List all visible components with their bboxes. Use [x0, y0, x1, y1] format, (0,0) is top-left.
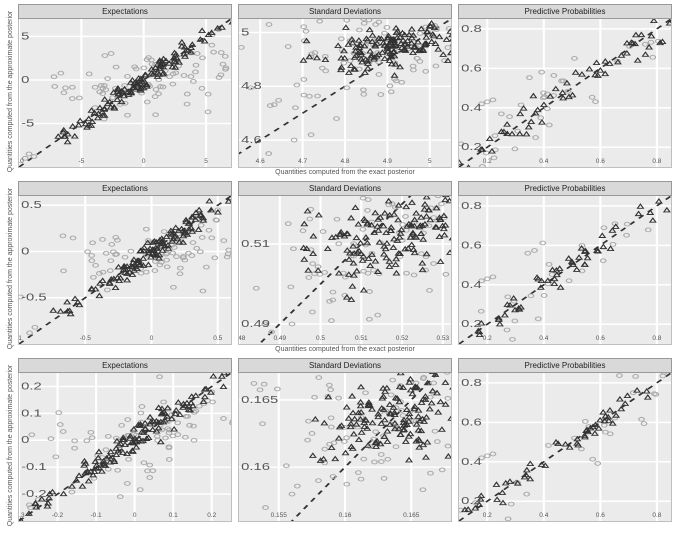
panel-title: Predictive Probabilities	[458, 181, 672, 196]
panel-r0-c2: Predictive Probabilities0.20.40.60.80.20…	[458, 4, 672, 168]
svg-text:0.4: 0.4	[461, 101, 482, 113]
panel-title: Standard Deviations	[238, 181, 452, 196]
scatter-plot: 0.49 0.51	[239, 196, 451, 344]
plot-area: 0.160.1650.1550.160.165	[238, 373, 452, 522]
panel-r0-c1: Standard Deviations4.64.854.64.74.84.95	[238, 4, 452, 168]
plot-area: 4.64.854.64.74.84.95	[238, 19, 452, 168]
x-axis-label: Quantities computed from the exact poste…	[18, 169, 672, 179]
svg-text:0.8: 0.8	[461, 376, 482, 388]
panel-r2-c1: Standard Deviations0.160.1650.1550.160.1…	[238, 358, 452, 522]
panel-title: Expectations	[18, 358, 232, 373]
y-axis-label: Quantities computed from the approximate…	[8, 188, 15, 349]
x-axis-label: Quantities computed from the exact poste…	[18, 346, 672, 356]
plot-area: -0.2-0.100.10.2-0.3-0.2-0.100.10.2	[18, 373, 232, 522]
panel-title: Predictive Probabilities	[458, 358, 672, 373]
panel-title: Standard Deviations	[238, 4, 452, 19]
chart-row-2: Quantities computed from the approximate…	[4, 358, 672, 533]
svg-text:0.2: 0.2	[21, 380, 42, 392]
svg-text:-0.1: -0.1	[21, 460, 47, 472]
svg-text:-5: -5	[21, 117, 34, 129]
plot-area: -0.500.5-1-0.500.5	[18, 196, 232, 345]
svg-text:4.8: 4.8	[241, 80, 262, 92]
y-axis-label-container: Quantities computed from the approximate…	[4, 181, 18, 356]
svg-text:5: 5	[21, 30, 29, 42]
plot-area: 0.2 0.4 0.6 0.80.2 0.4 0.6 0.8	[458, 373, 672, 522]
panel-title: Predictive Probabilities	[458, 4, 672, 19]
plot-area: -505-10-505	[18, 19, 232, 168]
svg-text:0.16: 0.16	[241, 460, 270, 472]
scatter-plot: 0.2 0.4 0.6 0.8	[459, 196, 671, 344]
panel-r1-c2: Predictive Probabilities0.20.40.60.80.20…	[458, 181, 672, 345]
scatter-plot: 0.16 0.165	[239, 373, 451, 521]
svg-text:4.6: 4.6	[241, 133, 262, 145]
scatter-plot: -5 0 5	[19, 19, 231, 167]
plot-area: 0.2 0.4 0.6 0.80.2 0.4 0.6 0.8	[458, 196, 672, 345]
svg-text:0.2: 0.2	[461, 495, 482, 507]
scatter-plot: 0.2 0.4 0.6 0.8	[459, 373, 671, 521]
figure-grid: Quantities computed from the approximate…	[0, 0, 676, 537]
y-axis-label: Quantities computed from the approximate…	[8, 11, 15, 172]
svg-text:-0.2: -0.2	[21, 487, 47, 499]
y-axis-label: Quantities computed from the approximate…	[8, 365, 15, 526]
svg-text:0.2: 0.2	[461, 318, 482, 330]
panel-title: Standard Deviations	[238, 358, 452, 373]
panel-r0-c0: Expectations-505-10-505	[18, 4, 232, 168]
panel-title: Expectations	[18, 4, 232, 19]
panel-r1-c0: Expectations-0.500.5-1-0.500.5	[18, 181, 232, 345]
panel-title: Expectations	[18, 181, 232, 196]
svg-text:0.5: 0.5	[21, 198, 42, 210]
svg-text:0.6: 0.6	[461, 239, 482, 251]
panel-r2-c0: Expectations-0.2-0.100.10.2-0.3-0.2-0.10…	[18, 358, 232, 522]
svg-text:0.4: 0.4	[461, 278, 482, 290]
svg-text:0.8: 0.8	[461, 199, 482, 211]
svg-text:0: 0	[21, 245, 29, 257]
svg-text:0.51: 0.51	[241, 237, 270, 249]
svg-text:0.49: 0.49	[241, 317, 270, 329]
svg-text:0.165: 0.165	[241, 393, 278, 405]
svg-text:0.6: 0.6	[461, 416, 482, 428]
chart-row-1: Quantities computed from the approximate…	[4, 181, 672, 356]
svg-text:0.2: 0.2	[461, 141, 482, 153]
panel-r1-c1: Standard Deviations0.490.510.480.490.50.…	[238, 181, 452, 345]
svg-text:0.1: 0.1	[21, 407, 42, 419]
scatter-plot: -0.5 0 0.5	[19, 196, 231, 344]
svg-text:0.8: 0.8	[461, 22, 482, 34]
svg-text:0.6: 0.6	[461, 62, 482, 74]
plot-area: 0.490.510.480.490.50.510.520.53	[238, 196, 452, 345]
x-axis-label	[18, 523, 672, 533]
scatter-plot: -0.2 -0.1 0 0.1 0.2	[19, 373, 231, 521]
panel-r2-c2: Predictive Probabilities0.20.40.60.80.20…	[458, 358, 672, 522]
svg-text:0: 0	[21, 73, 29, 85]
svg-text:-0.5: -0.5	[21, 291, 47, 303]
scatter-plot: 4.6 4.8 5	[239, 19, 451, 167]
scatter-plot: 0.2 0.4 0.6 0.8	[459, 19, 671, 167]
y-axis-label-container: Quantities computed from the approximate…	[4, 358, 18, 533]
svg-text:0.4: 0.4	[461, 455, 482, 467]
chart-row-0: Quantities computed from the approximate…	[4, 4, 672, 179]
svg-text:0: 0	[21, 434, 29, 446]
plot-area: 0.2 0.4 0.6 0.80.2 0.4 0.6 0.8	[458, 19, 672, 168]
svg-text:5: 5	[241, 26, 249, 38]
y-axis-label-container: Quantities computed from the approximate…	[4, 4, 18, 179]
